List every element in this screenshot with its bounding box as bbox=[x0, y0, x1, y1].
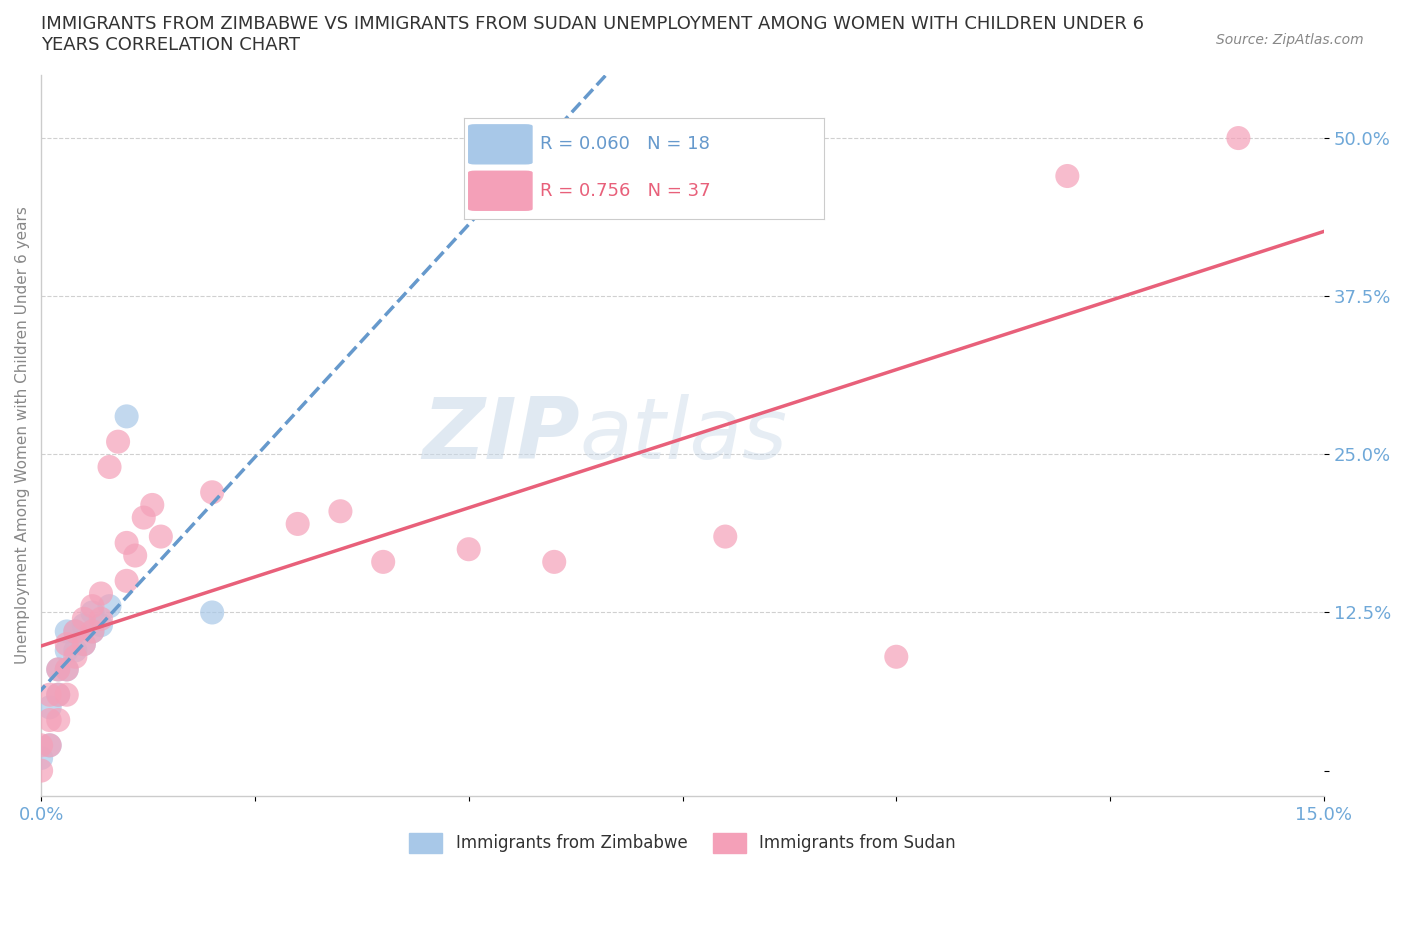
Point bbox=[38, 687, 60, 702]
Point bbox=[46, 662, 69, 677]
Point bbox=[46, 687, 69, 702]
Text: IMMIGRANTS FROM ZIMBABWE VS IMMIGRANTS FROM SUDAN UNEMPLOYMENT AMONG WOMEN WITH : IMMIGRANTS FROM ZIMBABWE VS IMMIGRANTS F… bbox=[41, 15, 1144, 54]
Point bbox=[38, 737, 60, 752]
Point bbox=[82, 624, 104, 639]
Point bbox=[115, 409, 138, 424]
Point bbox=[90, 611, 112, 626]
Point bbox=[149, 529, 172, 544]
Point bbox=[30, 737, 52, 752]
Point bbox=[373, 554, 395, 569]
Point bbox=[98, 459, 121, 474]
Text: Source: ZipAtlas.com: Source: ZipAtlas.com bbox=[1216, 33, 1364, 46]
Point bbox=[30, 751, 52, 765]
Point bbox=[73, 637, 96, 652]
Point bbox=[46, 687, 69, 702]
Point bbox=[201, 485, 224, 499]
Point bbox=[90, 586, 112, 601]
Legend: Immigrants from Zimbabwe, Immigrants from Sudan: Immigrants from Zimbabwe, Immigrants fro… bbox=[402, 826, 963, 859]
Point bbox=[714, 529, 737, 544]
Point bbox=[65, 643, 87, 658]
Point bbox=[46, 712, 69, 727]
Point bbox=[73, 611, 96, 626]
Point bbox=[884, 649, 907, 664]
Point bbox=[82, 605, 104, 620]
Point bbox=[98, 599, 121, 614]
Point bbox=[107, 434, 129, 449]
Point bbox=[141, 498, 163, 512]
Point bbox=[329, 504, 352, 519]
Point bbox=[287, 516, 309, 531]
Point bbox=[82, 624, 104, 639]
Point bbox=[457, 542, 479, 557]
Point bbox=[38, 700, 60, 715]
Point bbox=[201, 605, 224, 620]
Point bbox=[30, 764, 52, 778]
Point bbox=[55, 662, 77, 677]
Point bbox=[65, 624, 87, 639]
Text: atlas: atlas bbox=[579, 394, 787, 477]
Point bbox=[55, 624, 77, 639]
Point bbox=[1056, 168, 1078, 183]
Y-axis label: Unemployment Among Women with Children Under 6 years: Unemployment Among Women with Children U… bbox=[15, 206, 30, 664]
Point bbox=[38, 737, 60, 752]
Text: ZIP: ZIP bbox=[422, 394, 579, 477]
Point bbox=[543, 554, 565, 569]
Point bbox=[132, 511, 155, 525]
Point bbox=[55, 643, 77, 658]
Point bbox=[115, 574, 138, 589]
Point bbox=[55, 662, 77, 677]
Point bbox=[82, 599, 104, 614]
Point bbox=[115, 536, 138, 551]
Point bbox=[1227, 130, 1250, 145]
Point bbox=[65, 649, 87, 664]
Point bbox=[124, 548, 146, 563]
Point bbox=[55, 637, 77, 652]
Point bbox=[55, 687, 77, 702]
Point bbox=[46, 662, 69, 677]
Point bbox=[38, 712, 60, 727]
Point bbox=[90, 618, 112, 632]
Point bbox=[65, 624, 87, 639]
Point bbox=[73, 637, 96, 652]
Point bbox=[73, 618, 96, 632]
